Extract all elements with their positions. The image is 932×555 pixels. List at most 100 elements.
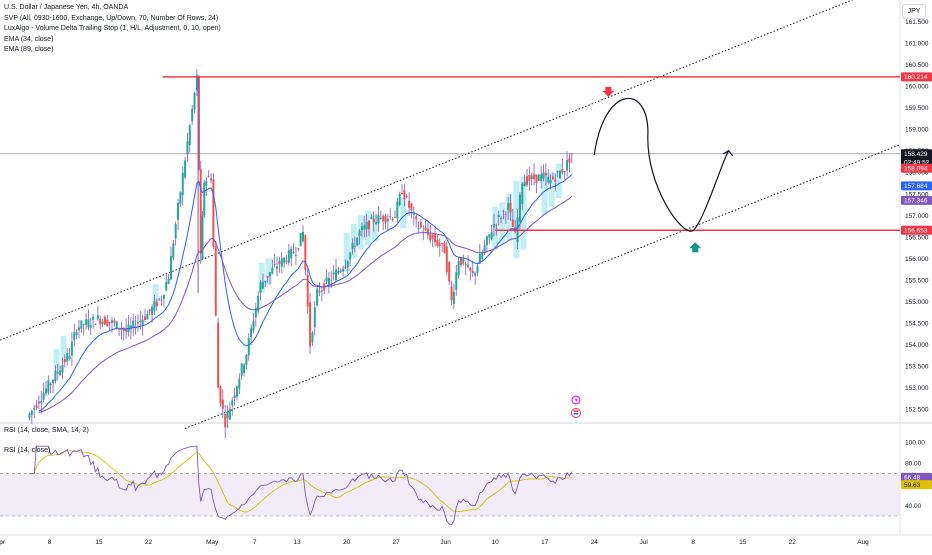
candle-body: [535, 174, 538, 184]
projection-path[interactable]: [593, 86, 734, 253]
price-tick-label: 152.500: [905, 407, 929, 414]
ema34-price-label-bg: [901, 181, 932, 191]
candle-body: [382, 215, 385, 222]
price-tick-label: 156.000: [905, 256, 929, 263]
volume-profile-block: [520, 176, 527, 250]
candle-body: [410, 203, 413, 211]
rsi-legend-2[interactable]: RSI (14, close): [4, 447, 51, 454]
legend-luxalgo[interactable]: LuxAlgo - Volume Delta Trailing Stop (1,…: [4, 25, 221, 32]
candle-body: [228, 408, 231, 420]
candle-body: [113, 320, 116, 323]
horizontal-levels[interactable]: [0, 76, 900, 231]
candle-body: [346, 261, 349, 268]
price-tick-label: 153.500: [905, 364, 929, 371]
resistance-price-label-bg: [901, 72, 932, 82]
candle-body: [398, 194, 401, 205]
candle-body: [290, 248, 293, 259]
ema89-line: [38, 196, 573, 413]
ema34-line: [38, 173, 573, 412]
candle-body: [35, 405, 38, 408]
candle-body: [504, 214, 507, 215]
candle-body: [271, 267, 274, 274]
candle-body: [179, 192, 182, 205]
price-tick-label: 153.000: [905, 385, 929, 392]
candle-body: [547, 176, 550, 183]
support-price-label: 156.653: [904, 228, 928, 235]
candle-body: [201, 215, 204, 259]
candle-body: [240, 363, 243, 376]
candle-body: [259, 282, 262, 293]
legend-svp[interactable]: SVP (All, 0930-1600, Exchange, Up/Down, …: [4, 14, 219, 22]
candle-body: [490, 232, 493, 240]
candle-body: [443, 242, 446, 254]
candle-body: [353, 246, 356, 247]
chart-legend: U.S. Dollar / Japanese Yen, 4h, OANDA SV…: [4, 3, 221, 56]
candle-body: [111, 320, 114, 323]
rsi-tick-label: 100.00: [905, 440, 925, 447]
rsi-legend-1[interactable]: RSI (14, close, SMA, 14, 2): [4, 427, 89, 434]
event-icons[interactable]: [570, 395, 581, 418]
candle-body: [554, 179, 557, 182]
candle-body: [214, 245, 217, 316]
candle-body: [30, 410, 33, 415]
grid: [0, 0, 932, 536]
candle-body: [401, 192, 404, 194]
candle-body: [120, 327, 123, 331]
legend-ema34[interactable]: EMA (34, close): [4, 35, 54, 43]
candle-body: [80, 320, 83, 329]
candle-body: [495, 224, 498, 226]
candle-body: [122, 328, 125, 331]
candle-body: [356, 237, 359, 246]
candle-body: [386, 218, 389, 222]
candle-body: [452, 291, 455, 304]
candle-body: [75, 332, 78, 336]
stop-price-label-bg: [901, 163, 932, 173]
candle-body: [238, 378, 241, 389]
rsi-ma-line: [29, 449, 572, 513]
rsi-tick-label: 80.00: [905, 461, 922, 468]
candle-body: [566, 159, 569, 171]
candle-body: [467, 264, 470, 268]
candle-body: [464, 264, 467, 266]
candle-body: [318, 290, 321, 293]
channel-lower-line: [184, 144, 901, 429]
candle-body: [82, 324, 85, 326]
time-tick-label: 20: [343, 539, 351, 546]
candle-body: [384, 215, 387, 223]
volume-profile-block: [400, 198, 407, 229]
candle-body: [474, 272, 477, 276]
ema34-price-label: 157.684: [904, 183, 928, 190]
legend-ema89[interactable]: EMA (89, close): [4, 46, 54, 53]
volume-profile-block: [350, 223, 357, 259]
last-price-label-bg: [901, 149, 932, 167]
candle-body: [304, 235, 307, 271]
candles: [28, 69, 573, 439]
candle-body: [186, 141, 189, 155]
candle-body: [87, 319, 90, 328]
ema-lines: [38, 173, 573, 413]
candle-body: [264, 280, 267, 283]
volume-profile-block: [555, 163, 562, 199]
candle-body: [219, 386, 222, 404]
candle-body: [207, 176, 210, 177]
candle-body: [49, 383, 52, 385]
candle-body: [417, 227, 420, 230]
candle-body: [261, 281, 264, 289]
rsi-value-label: 66.48: [904, 475, 921, 482]
candle-body: [125, 328, 128, 332]
currency-button[interactable]: JPY: [902, 4, 926, 19]
candle-body: [278, 261, 281, 265]
price-axis[interactable]: 161.500 161.000 160.500 160.000 159.500 159.0…: [901, 19, 932, 510]
candle-body: [459, 257, 462, 266]
legend-title[interactable]: U.S. Dollar / Japanese Yen, 4h, OANDA: [4, 4, 129, 11]
candle-body: [368, 220, 371, 230]
candle-body: [235, 386, 238, 397]
countdown-label: 02:49:52: [904, 159, 930, 166]
candle-body: [205, 181, 208, 186]
candle-body: [233, 395, 236, 399]
time-axis[interactable]: Apr 8 15 22 May 7 13 20 27 Jun 10 17 24 Jul 8 15 22 Aug: [0, 539, 869, 546]
volume-profile-block: [265, 258, 272, 285]
candle-body: [469, 267, 472, 271]
